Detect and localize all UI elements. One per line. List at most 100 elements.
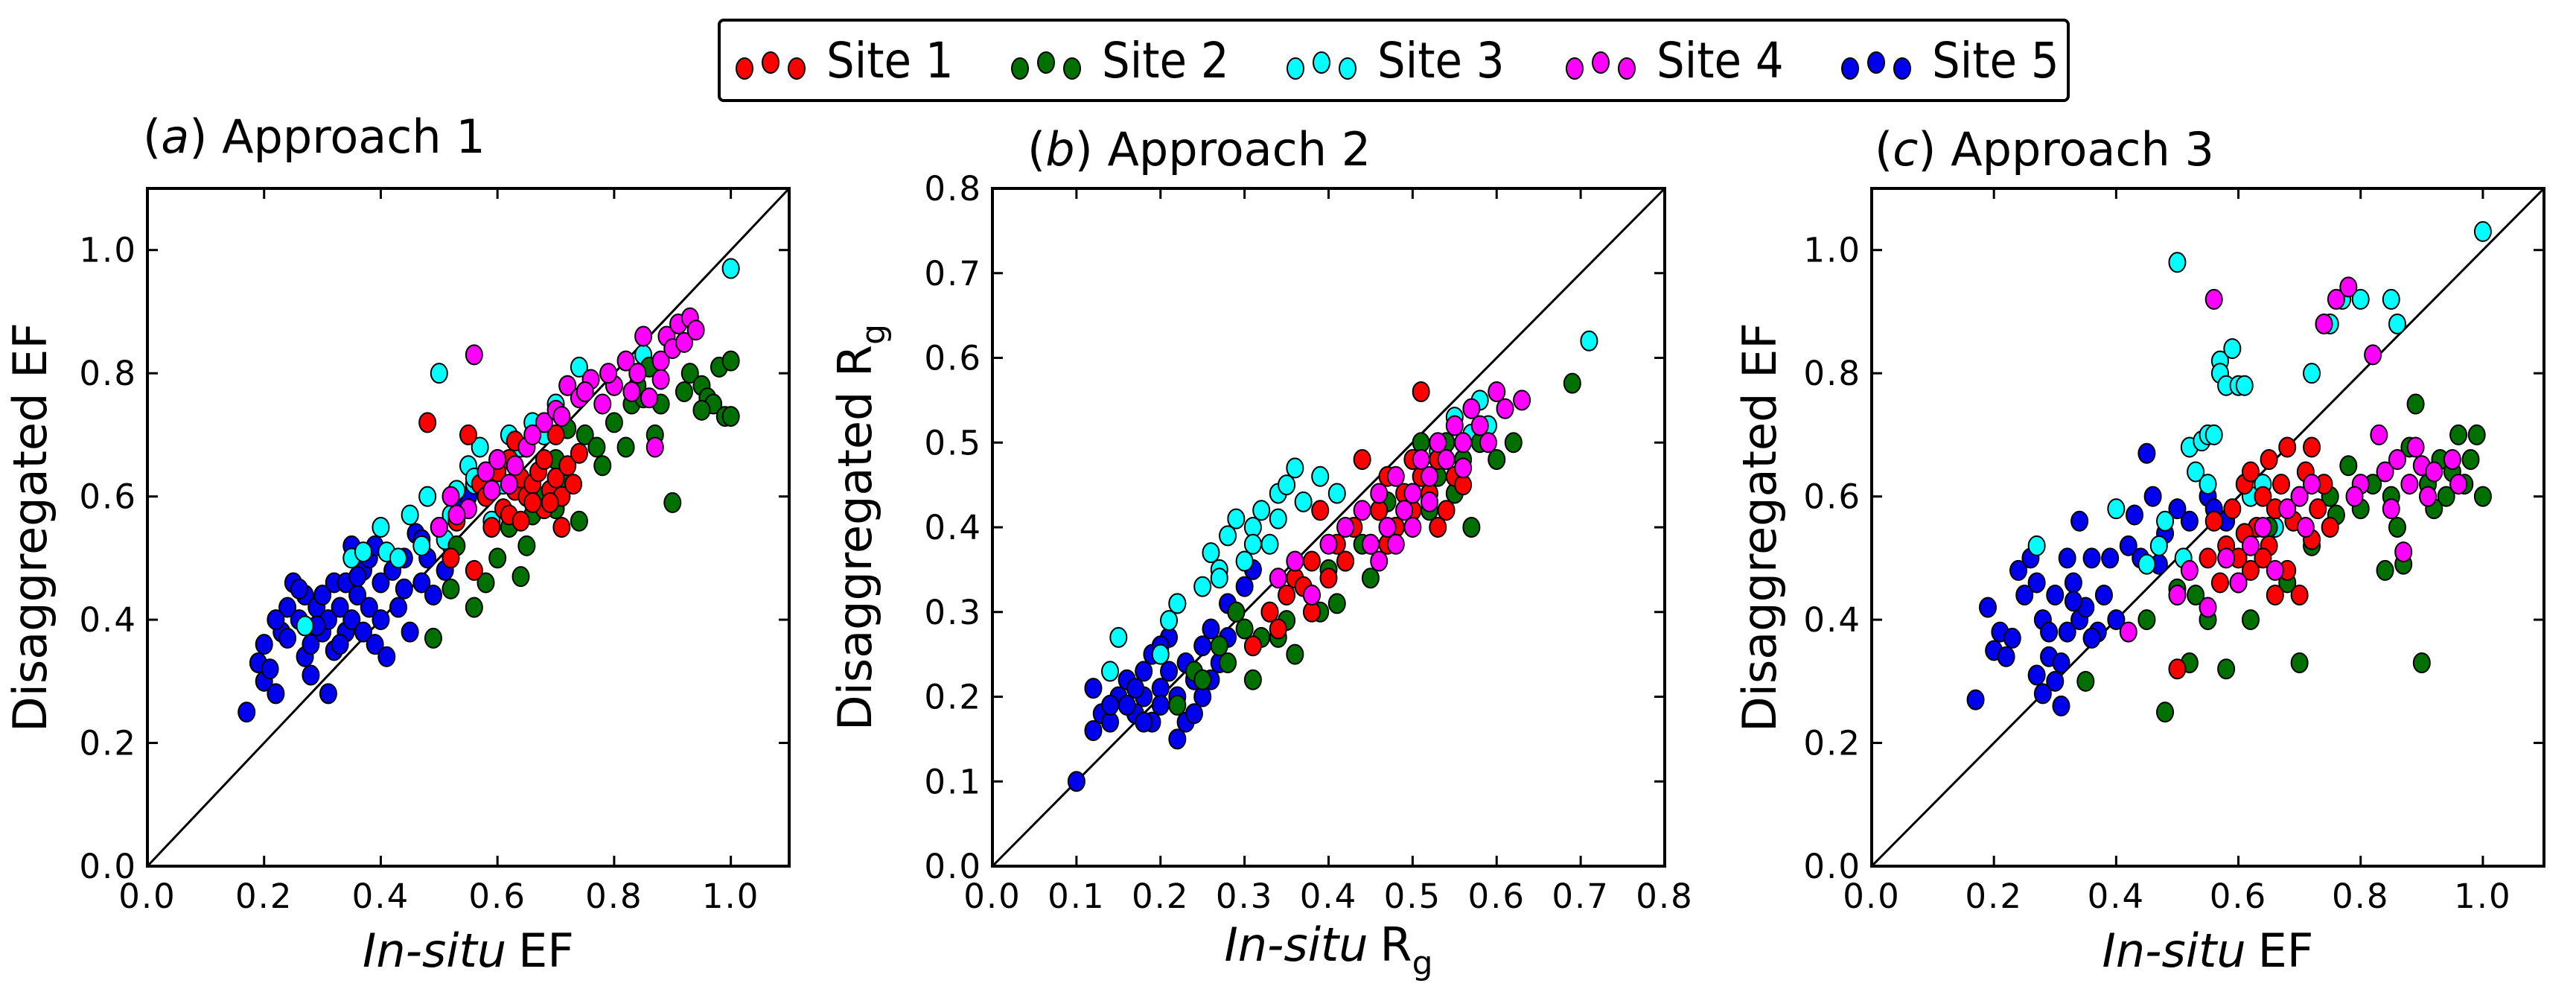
data-point — [418, 412, 437, 433]
data-point — [1235, 618, 1254, 640]
data-point — [1997, 646, 2015, 667]
data-point — [2143, 486, 2162, 507]
data-point — [1302, 585, 1321, 605]
data-point — [2473, 486, 2492, 507]
data-point — [2180, 510, 2199, 532]
data-point — [2076, 670, 2095, 692]
data-point — [430, 517, 448, 538]
data-point — [1286, 643, 1304, 665]
data-point — [290, 578, 308, 600]
data-point — [2254, 486, 2272, 507]
data-point — [1353, 500, 1371, 521]
data-point — [296, 615, 314, 637]
data-point — [680, 363, 699, 384]
x-axis-label: In-situ EF — [2102, 924, 2314, 978]
data-point — [576, 424, 594, 445]
data-point — [552, 406, 571, 427]
data-point — [1294, 491, 1313, 512]
data-point — [1160, 661, 1179, 682]
data-point — [2266, 585, 2284, 605]
data-point — [1219, 652, 1237, 673]
data-point — [2009, 559, 2028, 581]
panel-title-text: Approach 1 — [222, 109, 485, 164]
data-point — [2406, 436, 2425, 458]
legend-entry-site-2: Site 2 — [1011, 32, 1229, 89]
data-point — [465, 344, 483, 366]
data-point — [1151, 643, 1170, 665]
data-point — [1429, 517, 1447, 538]
x-axis-label-rest: R — [1380, 918, 1412, 972]
data-point — [2321, 517, 2339, 538]
series-site-5 — [1966, 442, 2236, 716]
data-point — [2199, 597, 2217, 618]
data-point — [558, 455, 577, 477]
data-point — [1311, 465, 1330, 487]
data-point — [1243, 533, 1262, 555]
legend-entry-site-1: Site 1 — [736, 32, 954, 89]
data-point — [2168, 585, 2187, 605]
x-tick-label: 0.2 — [235, 877, 293, 916]
data-point — [2107, 609, 2126, 631]
data-point — [535, 412, 553, 433]
legend-entry-site-4: Site 4 — [1566, 32, 1784, 89]
data-point — [2180, 559, 2199, 581]
data-point — [2168, 498, 2187, 520]
y-tick-label: 0.1 — [924, 762, 982, 801]
series-site-4 — [2119, 276, 2468, 643]
data-point — [1378, 517, 1397, 538]
y-tick-label: 0.5 — [924, 423, 982, 462]
data-point — [2339, 455, 2358, 477]
data-point — [2070, 510, 2089, 532]
y-tick-label: 0.0 — [1803, 847, 1861, 886]
data-point — [278, 627, 297, 649]
data-point — [2156, 510, 2175, 532]
data-point — [628, 363, 647, 384]
data-point — [1302, 550, 1321, 572]
data-point — [2461, 449, 2480, 470]
data-point — [605, 412, 623, 433]
x-tick-label: 0.5 — [1384, 877, 1442, 916]
data-point — [2064, 591, 2082, 612]
data-point — [2101, 547, 2120, 569]
data-point — [2223, 338, 2242, 360]
data-point — [1496, 398, 1514, 419]
panel-a: (a) Approach 1 0.0 0.2 0.4 0.6 0.8 1.0 0.0 0.2 0.… — [3, 109, 791, 978]
x-axis-label-italic: In-situ — [1224, 918, 1368, 972]
data-point — [1084, 720, 1103, 741]
data-point — [1235, 550, 1254, 572]
data-point — [2449, 424, 2468, 445]
data-point — [2467, 424, 2486, 445]
data-point — [372, 572, 390, 594]
identity-line — [147, 188, 789, 866]
x-tick-label: 0.2 — [1132, 877, 1190, 916]
data-point — [459, 424, 477, 445]
panel-title-open: ( — [1875, 122, 1893, 177]
data-point — [541, 492, 559, 513]
data-point — [593, 455, 612, 477]
data-point — [663, 492, 682, 513]
y-tick-label: 0.8 — [1803, 354, 1861, 393]
data-point — [2058, 621, 2076, 643]
data-point — [354, 621, 372, 643]
data-point — [278, 597, 297, 618]
data-point — [517, 535, 536, 556]
legend-marker — [788, 57, 806, 80]
data-point — [616, 436, 635, 458]
x-tick-label: 0.7 — [1552, 877, 1610, 916]
data-point — [1067, 771, 1085, 792]
data-point — [2376, 461, 2394, 483]
y-tick-label: 0.4 — [79, 600, 137, 640]
data-point — [389, 547, 407, 569]
y-axis-label: Disaggregated EF — [3, 322, 57, 732]
data-point — [1580, 330, 1598, 352]
data-point — [2229, 572, 2248, 594]
data-point — [692, 399, 711, 421]
data-point — [2437, 486, 2455, 507]
data-point — [2412, 652, 2431, 673]
legend-label: Site 5 — [1932, 32, 2059, 89]
data-point — [319, 683, 337, 705]
data-point — [2278, 498, 2297, 520]
points-layer — [1966, 220, 2492, 723]
data-point — [441, 578, 460, 600]
legend-marker — [1893, 57, 1911, 80]
